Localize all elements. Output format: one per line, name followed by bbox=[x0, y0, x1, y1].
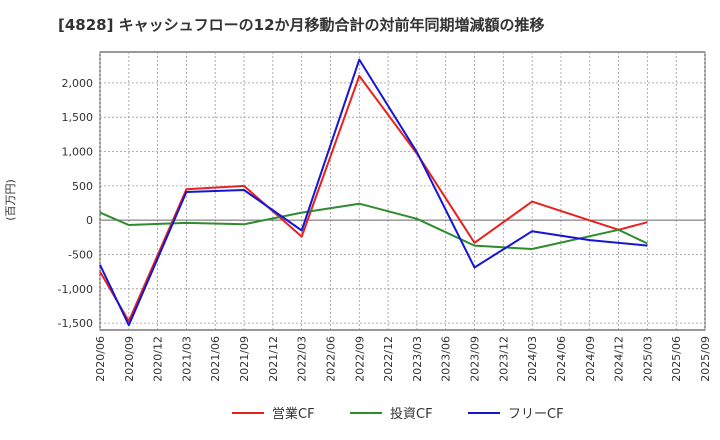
y-tick-label: 500 bbox=[72, 180, 93, 193]
x-tick-label: 2022/06 bbox=[324, 336, 337, 382]
legend-label: フリーCF bbox=[508, 407, 564, 422]
series-line-2 bbox=[99, 58, 648, 327]
x-tick-label: 2021/12 bbox=[267, 336, 280, 382]
y-tick-label: 0 bbox=[86, 214, 93, 227]
series-line-0 bbox=[99, 75, 648, 323]
x-tick-label: 2023/03 bbox=[411, 336, 424, 382]
x-tick-label: 2021/06 bbox=[209, 336, 222, 382]
x-tick-label: 2024/03 bbox=[526, 336, 539, 382]
y-tick-label: 1,500 bbox=[62, 111, 94, 124]
x-tick-label: 2022/09 bbox=[353, 336, 366, 382]
x-tick-label: 2020/09 bbox=[123, 336, 136, 382]
y-tick-label: -500 bbox=[68, 248, 93, 261]
x-tick-label: 2021/03 bbox=[180, 336, 193, 382]
series-line-1 bbox=[99, 202, 648, 250]
x-tick-label: 2023/09 bbox=[469, 336, 482, 382]
y-tick-label: 1,000 bbox=[62, 146, 94, 159]
chart-title: [4828] キャッシュフローの12か月移動合計の対前年同期増減額の推移 bbox=[58, 16, 545, 34]
x-tick-label: 2020/06 bbox=[94, 336, 107, 382]
x-tick-label: 2022/12 bbox=[382, 336, 395, 382]
x-tick-label: 2022/03 bbox=[296, 336, 309, 382]
y-tick-label: 2,000 bbox=[62, 77, 94, 90]
x-tick-label: 2025/06 bbox=[670, 336, 683, 382]
x-tick-label: 2020/12 bbox=[152, 336, 165, 382]
legend-label: 営業CF bbox=[272, 406, 315, 422]
x-tick-label: 2023/12 bbox=[497, 336, 510, 382]
x-tick-label: 2025/09 bbox=[699, 336, 712, 382]
x-tick-label: 2023/06 bbox=[440, 336, 453, 382]
y-tick-label: -1,500 bbox=[58, 317, 93, 330]
x-tick-label: 2024/06 bbox=[555, 336, 568, 382]
x-tick-label: 2021/09 bbox=[238, 336, 251, 382]
y-axis-label: (百万円) bbox=[4, 179, 17, 221]
x-tick-label: 2025/03 bbox=[641, 336, 654, 382]
y-tick-label: -1,000 bbox=[58, 283, 93, 296]
x-tick-label: 2024/12 bbox=[613, 336, 626, 382]
x-tick-label: 2024/09 bbox=[584, 336, 597, 382]
legend-label: 投資CF bbox=[390, 406, 433, 422]
